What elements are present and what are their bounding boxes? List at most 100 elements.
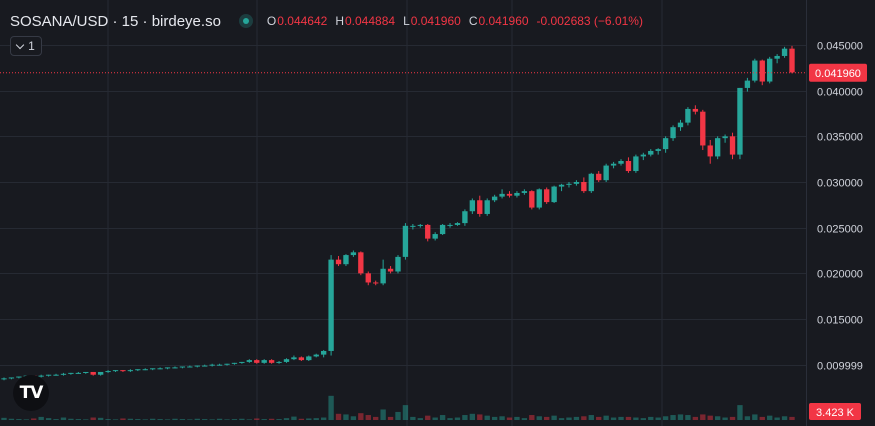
volume-bar bbox=[380, 409, 386, 420]
volume-bar bbox=[150, 418, 156, 420]
candle-body bbox=[224, 363, 230, 365]
indicators-toggle-button[interactable]: 1 bbox=[10, 36, 42, 56]
volume-bar bbox=[276, 419, 282, 420]
candle-body bbox=[373, 282, 379, 284]
volume-bar bbox=[335, 413, 342, 420]
volume-bar bbox=[8, 418, 15, 420]
volume-bar bbox=[23, 419, 29, 420]
volume-bar bbox=[714, 416, 721, 420]
candle-body bbox=[402, 225, 409, 257]
candle-body bbox=[529, 191, 535, 208]
volume-bar bbox=[662, 416, 669, 420]
candle-body bbox=[789, 48, 795, 73]
tradingview-logo-icon[interactable]: TV bbox=[13, 375, 49, 411]
candle-body bbox=[320, 350, 327, 355]
volume-bar bbox=[603, 415, 609, 420]
candle-body bbox=[254, 360, 260, 363]
candle-body bbox=[581, 182, 587, 192]
candle-body bbox=[105, 371, 111, 373]
volume-bar bbox=[700, 414, 706, 420]
volume-bar bbox=[752, 414, 758, 420]
volume-bar bbox=[499, 416, 505, 420]
volume-bar bbox=[521, 418, 528, 420]
volume-bar bbox=[202, 419, 208, 420]
symbol-title: SOSANA/USD · 15 · birdeye.so bbox=[10, 12, 221, 30]
candle-body bbox=[707, 145, 713, 157]
volume-bar bbox=[744, 416, 751, 420]
volume-bar bbox=[157, 419, 163, 420]
volume-bar bbox=[350, 416, 357, 420]
volume-bar bbox=[261, 419, 267, 420]
candle-body bbox=[112, 370, 119, 372]
candle-body bbox=[231, 362, 238, 364]
candle-body bbox=[744, 80, 751, 88]
volume-bar bbox=[97, 417, 104, 420]
volume-bar bbox=[172, 418, 178, 420]
y-tick-label: 0.030000 bbox=[817, 178, 863, 190]
volume-bar bbox=[685, 415, 691, 420]
volume-bar bbox=[194, 418, 200, 420]
candle-body bbox=[1, 378, 7, 380]
candle-body bbox=[172, 367, 178, 369]
volume-bar bbox=[328, 395, 334, 420]
last-price-label: 0.041960 bbox=[815, 68, 861, 80]
candle-body bbox=[246, 360, 252, 362]
volume-bar bbox=[112, 419, 119, 420]
volume-bar bbox=[45, 418, 52, 420]
volume-bar bbox=[454, 417, 461, 420]
candle-body bbox=[596, 173, 602, 181]
candle-body bbox=[202, 365, 208, 367]
volume-bar bbox=[774, 417, 780, 420]
candle-body bbox=[298, 357, 305, 361]
candle-body bbox=[477, 200, 483, 214]
price-axis: 0.045000 0.040000 0.035000 0.030000 0.025000… bbox=[806, 0, 867, 426]
candle-body bbox=[387, 268, 394, 272]
volume-bars bbox=[1, 395, 795, 420]
volume-bar bbox=[402, 405, 409, 420]
candle-body bbox=[16, 376, 22, 378]
y-tick-label: 0.025000 bbox=[817, 224, 863, 236]
candle-body bbox=[335, 259, 342, 265]
candle-body bbox=[283, 359, 290, 362]
volume-bar bbox=[224, 419, 230, 420]
candle-body bbox=[38, 375, 44, 377]
high-label: H bbox=[335, 14, 344, 28]
volume-bar bbox=[625, 416, 632, 420]
candle-body bbox=[551, 186, 557, 203]
volume-bar bbox=[447, 418, 453, 420]
ohlc-values: O0.044642 H0.044884 L0.041960 C0.041960 … bbox=[267, 14, 643, 28]
volume-bar bbox=[268, 418, 275, 420]
candle-body bbox=[135, 369, 141, 371]
close-value: 0.041960 bbox=[478, 14, 529, 28]
candle-body bbox=[358, 252, 364, 274]
volume-bar bbox=[313, 418, 319, 420]
volume-bar bbox=[491, 416, 498, 420]
candle-body bbox=[610, 163, 617, 166]
volume-bar bbox=[387, 416, 394, 420]
candle-body bbox=[714, 138, 721, 157]
candle-body bbox=[350, 252, 357, 256]
volume-bar bbox=[581, 416, 587, 420]
candle-body bbox=[83, 371, 89, 373]
volume-bar bbox=[425, 415, 431, 420]
chart-legend: SOSANA/USD · 15 · birdeye.so O0.044642 H… bbox=[10, 11, 643, 31]
candle-body bbox=[53, 374, 59, 376]
high-value: 0.044884 bbox=[345, 14, 396, 28]
candle-body bbox=[514, 192, 520, 196]
volume-bar bbox=[610, 417, 617, 420]
candle-body bbox=[536, 189, 542, 208]
volume-bar bbox=[677, 414, 684, 420]
volume-bar bbox=[298, 418, 305, 420]
volume-bar bbox=[291, 416, 297, 420]
volume-bar bbox=[60, 417, 67, 420]
candle-body bbox=[276, 361, 282, 363]
volume-bar bbox=[365, 415, 371, 420]
volume-bar bbox=[410, 416, 416, 420]
volume-bar bbox=[529, 415, 535, 420]
low-value: 0.041960 bbox=[410, 14, 461, 28]
volume-bar bbox=[16, 419, 22, 420]
candle-body bbox=[343, 255, 349, 265]
candle-body bbox=[425, 224, 431, 239]
volume-bar bbox=[1, 417, 7, 420]
